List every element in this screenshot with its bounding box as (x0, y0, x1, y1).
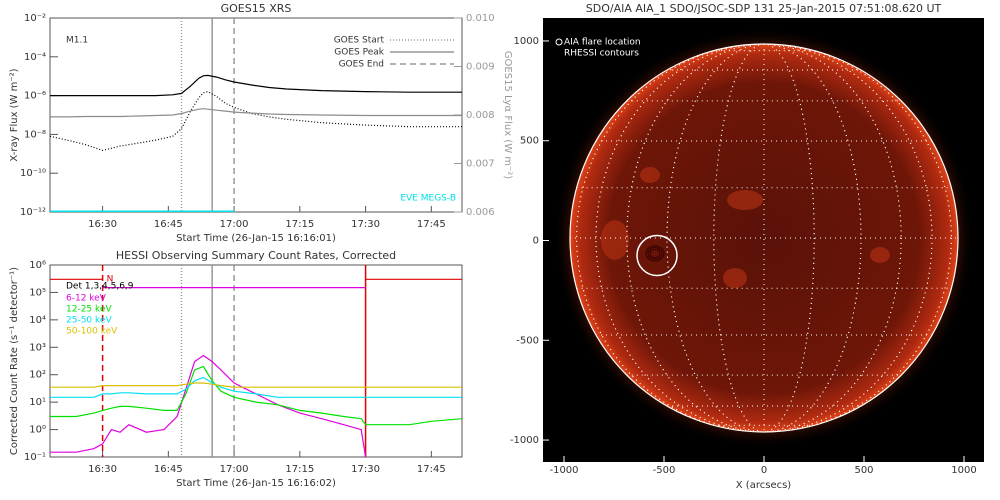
disk-grid (570, 44, 958, 432)
rhessi-contour (647, 247, 663, 260)
legend-label: GOES End (339, 60, 384, 70)
limb (569, 43, 959, 433)
legend-title: Det 1,3,4,5,6,9 (66, 282, 134, 292)
data-line (50, 90, 462, 152)
y-tick-label: 10⁻⁴ (24, 52, 46, 63)
x-tick-label: 16:45 (154, 219, 183, 230)
y-tick-label: 10⁻⁶ (24, 91, 46, 102)
y-tick-label: -500 (516, 335, 539, 346)
y-tick-label: 10⁴ (29, 315, 46, 326)
x-tick-label: 16:45 (154, 464, 183, 475)
y-tick-label: 10⁵ (29, 287, 46, 298)
legend-label: 25-50 keV (66, 316, 112, 326)
active-region (640, 167, 660, 183)
y2-tick-label: 0.008 (466, 110, 495, 121)
y2-tick-label: 0.006 (466, 207, 495, 218)
y-tick-label: 10⁻⁸ (24, 129, 46, 140)
y-tick-label: 500 (520, 136, 539, 147)
y2-axis-label: GOES15 Lyα Flux (W m⁻²) (502, 51, 513, 179)
chart-title: SDO/AIA AIA_1 SDO/JSOC-SDP 131 25-Jan-20… (586, 2, 942, 15)
y-tick-label: 10¹ (29, 397, 46, 408)
y-tick-label: 10⁻¹⁰ (20, 168, 46, 179)
data-line (50, 376, 462, 398)
plot-frame (49, 264, 463, 458)
x-tick-label: -1000 (549, 465, 578, 476)
legend-label: GOES Start (334, 36, 385, 46)
data-line (50, 74, 462, 97)
x-tick-label: 500 (854, 465, 873, 476)
legend-label: 6-12 keV (66, 294, 107, 304)
legend-label: EVE MEGS-B (400, 194, 456, 204)
x-tick-label: 16:30 (88, 219, 117, 230)
x-axis-label: Start Time (26-Jan-15 16:16:01) (176, 233, 336, 244)
y-tick-label: 10³ (29, 342, 46, 353)
x-axis-label: X (arcsecs) (736, 480, 792, 491)
x-tick-label: 0 (761, 465, 767, 476)
chart-title: HESSI Observing Summary Count Rates, Cor… (116, 249, 396, 262)
legend-symbol (555, 38, 563, 46)
rhessi-contour (645, 245, 665, 262)
y-axis-label: Corrected Count Rate (s⁻¹ detector⁻¹) (9, 267, 20, 455)
annotation: M1.1 (66, 36, 88, 46)
x-tick-label: 17:30 (351, 219, 380, 230)
y-tick-label: 0 (533, 235, 539, 246)
x-tick-label: 17:15 (285, 219, 314, 230)
annotation: N (107, 275, 114, 285)
x-tick-label: 17:00 (220, 464, 249, 475)
plot-area (50, 265, 462, 457)
plot-area (50, 18, 462, 212)
legend-label: AIA flare location (564, 38, 641, 48)
active-region (727, 190, 763, 210)
x-tick-label: 17:15 (285, 464, 314, 475)
data-line (50, 382, 462, 388)
active-region (601, 220, 629, 260)
legend-label: 12-25 keV (66, 305, 112, 315)
chart-title: GOES15 XRS (221, 2, 292, 15)
longitude-line (626, 44, 902, 432)
data-line (50, 108, 462, 118)
y-tick-label: 10⁶ (29, 260, 46, 271)
active-region (870, 247, 890, 263)
longitude-line (595, 44, 933, 432)
y2-tick-label: 0.009 (466, 62, 495, 73)
x-tick-label: 17:00 (220, 219, 249, 230)
x-tick-label: 17:45 (417, 219, 446, 230)
y-tick-label: 10⁻² (24, 13, 46, 24)
longitude-line (666, 44, 862, 432)
annotation: RHESSI contours (564, 49, 639, 59)
y-tick-label: 1000 (514, 36, 539, 47)
data-line (50, 365, 462, 426)
x-tick-label: 17:30 (351, 464, 380, 475)
x-axis-label: Start Time (26-Jan-15 16:16:02) (176, 478, 336, 489)
y-axis-label: X-ray Flux (W m⁻²) (9, 68, 20, 161)
legend-label: GOES Peak (334, 48, 384, 58)
x-tick-label: 16:30 (88, 464, 117, 475)
legend-label: 50-100 keV (66, 327, 118, 337)
active-region (723, 268, 747, 288)
y-tick-label: 10⁰ (29, 425, 46, 436)
y2-tick-label: 0.007 (466, 159, 495, 170)
y-tick-label: 10² (29, 370, 46, 381)
x-tick-label: -500 (653, 465, 676, 476)
y-tick-label: -1000 (510, 435, 539, 446)
x-tick-label: 1000 (951, 465, 976, 476)
data-line (50, 354, 367, 457)
y-tick-label: 10⁻¹ (24, 452, 46, 463)
x-tick-label: 17:45 (417, 464, 446, 475)
flare-location (636, 234, 678, 277)
y2-tick-label: 0.010 (466, 13, 495, 24)
rhessi-contour (649, 248, 661, 259)
y-tick-label: 10⁻¹² (20, 207, 46, 218)
longitude-line (576, 44, 952, 432)
